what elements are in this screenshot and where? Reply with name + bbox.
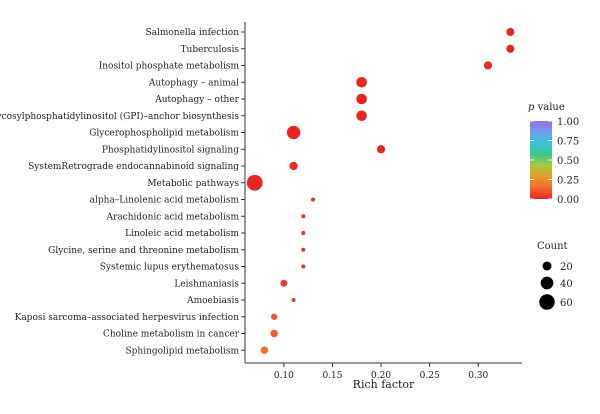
category-label: Salmonella infection (145, 28, 239, 38)
pvalue-legend: p value 1.00 0.75 0.50 0.25 0.00 (528, 102, 579, 206)
count-legend-dot (539, 294, 555, 310)
category-label: SystemRetrograde endocannabinoid signali… (28, 162, 239, 172)
pvalue-legend-ticks: 1.00 0.75 0.50 0.25 0.00 (530, 117, 579, 206)
data-point (356, 76, 367, 88)
data-point (356, 93, 367, 105)
data-points (246, 28, 515, 354)
data-point (301, 231, 306, 235)
category-label: Sphingolipid metabolism (125, 346, 239, 356)
data-point (291, 298, 296, 302)
count-legend-dot (540, 276, 554, 290)
category-label: Autophagy – other (154, 95, 239, 105)
category-label: alpha–Linolenic acid metabolism (90, 196, 240, 206)
pvalue-legend-title: p value (528, 102, 565, 113)
data-point (270, 313, 278, 320)
pvalue-legend-title-italic: p (528, 102, 535, 113)
pvalue-legend-tick-label: 0.50 (557, 156, 579, 167)
pvalue-legend-tick-label: 0.25 (557, 176, 579, 187)
pvalue-colorbar (530, 121, 552, 199)
x-axis-ticks: 0.10 0.15 0.20 0.25 0.30 (274, 363, 489, 381)
data-point (301, 264, 306, 269)
category-label: Tuberculosis (181, 45, 240, 55)
category-label: Arachidonic acid metabolism (106, 212, 240, 222)
category-label: Linoleic acid metabolism (125, 229, 239, 239)
pvalue-legend-tick-label: 0.00 (557, 195, 579, 206)
category-label: Leishmaniasis (174, 279, 239, 289)
category-label: Glycerophospholipid metabolism (89, 129, 239, 139)
category-label: Glycine, serine and threonine metabolism (48, 246, 239, 256)
category-label: Amoebiasis (186, 296, 239, 306)
category-label: Autophagy – animal (148, 78, 239, 88)
data-point (356, 110, 367, 122)
category-label: Systemic lupus erythematosus (100, 263, 240, 273)
x-axis-title: Rich factor (353, 378, 415, 391)
data-point (246, 174, 263, 191)
x-tick-label: 0.25 (420, 371, 440, 381)
data-point (311, 197, 316, 202)
count-legend-label: 60 (560, 298, 573, 309)
data-point (280, 279, 288, 287)
x-tick-label: 0.10 (274, 371, 294, 381)
pvalue-legend-tick-label: 0.75 (557, 137, 579, 148)
category-label: Choline metabolism in cancer (103, 330, 240, 340)
data-point (301, 247, 306, 252)
x-tick-label: 0.15 (322, 371, 342, 381)
data-point (301, 214, 306, 219)
data-point (260, 346, 269, 354)
category-label: Phosphatidylinositol signaling (102, 145, 239, 155)
category-label: Metabolic pathways (147, 179, 239, 189)
data-point (286, 125, 301, 140)
count-legend-title: Count (537, 241, 568, 252)
category-label: Kaposi sarcoma–associated herpesvirus in… (15, 313, 240, 323)
category-labels: Salmonella infection Tuberculosis Inositol… (0, 28, 245, 356)
pvalue-legend-tick-label: 1.00 (557, 117, 579, 128)
data-point (376, 145, 386, 154)
x-tick-label: 0.30 (468, 371, 488, 381)
count-legend-items: 20 40 60 (539, 261, 573, 310)
count-legend: Count 20 40 60 (537, 241, 573, 310)
category-label: Glycosylphosphatidylinositol (GPI)–ancho… (0, 111, 239, 122)
data-point (270, 329, 278, 338)
category-label: Inositol phosphate metabolism (99, 62, 240, 72)
data-point (483, 61, 493, 70)
x-tick-label: 0.20 (371, 371, 391, 381)
data-point (506, 44, 515, 53)
data-point (506, 28, 515, 36)
pvalue-legend-title-rest: value (534, 102, 564, 113)
count-legend-label: 20 (560, 262, 573, 273)
data-point (289, 161, 298, 171)
count-legend-label: 40 (560, 279, 573, 290)
count-legend-dot (542, 261, 552, 271)
